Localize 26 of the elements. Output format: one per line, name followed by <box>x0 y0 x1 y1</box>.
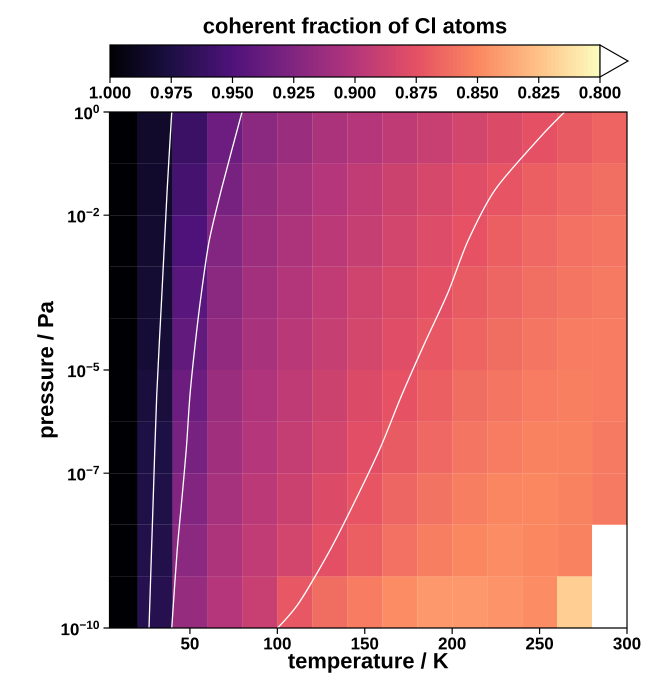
color-bar-title: coherent fraction of Cl atoms <box>204 17 506 34</box>
y-tick-label: 10$^{−10}$ <box>62 620 99 636</box>
x-tick-label: 150 <box>352 638 378 650</box>
line-series <box>148 112 172 628</box>
x-tick-label: 50 <box>181 638 199 650</box>
color-bar-label: 0.825 <box>518 86 560 99</box>
y-tick-label: 10$^{−7}$ <box>68 466 99 480</box>
x-tick-label: 300 <box>613 638 640 650</box>
line-series <box>276 112 566 628</box>
y-tick-label: 10$^{−5}$ <box>68 362 100 378</box>
y-tick-label: 10$^{−2}$ <box>68 208 100 223</box>
x-tick-label: 250 <box>526 638 554 650</box>
color-bar-label: 0.800 <box>579 86 620 99</box>
line-series <box>171 112 243 628</box>
y-axis-title: pressure / Pa <box>37 301 58 438</box>
x-tick-label: 200 <box>438 638 466 650</box>
color-bar-label: 0.975 <box>150 86 192 99</box>
color-bar-label: 0.950 <box>212 86 253 99</box>
y-tick-label: 10$^{0}$ <box>75 104 99 120</box>
color-bar-label: 0.850 <box>456 86 498 99</box>
color-bar-label: 0.875 <box>396 86 437 99</box>
x-tick-label: 100 <box>264 638 291 650</box>
color-bar-label: 1.000 <box>90 86 130 99</box>
x-axis-title: temperature / K <box>288 652 448 673</box>
color-bar-label: 0.900 <box>334 86 376 99</box>
color-bar-label: 0.925 <box>273 86 314 99</box>
